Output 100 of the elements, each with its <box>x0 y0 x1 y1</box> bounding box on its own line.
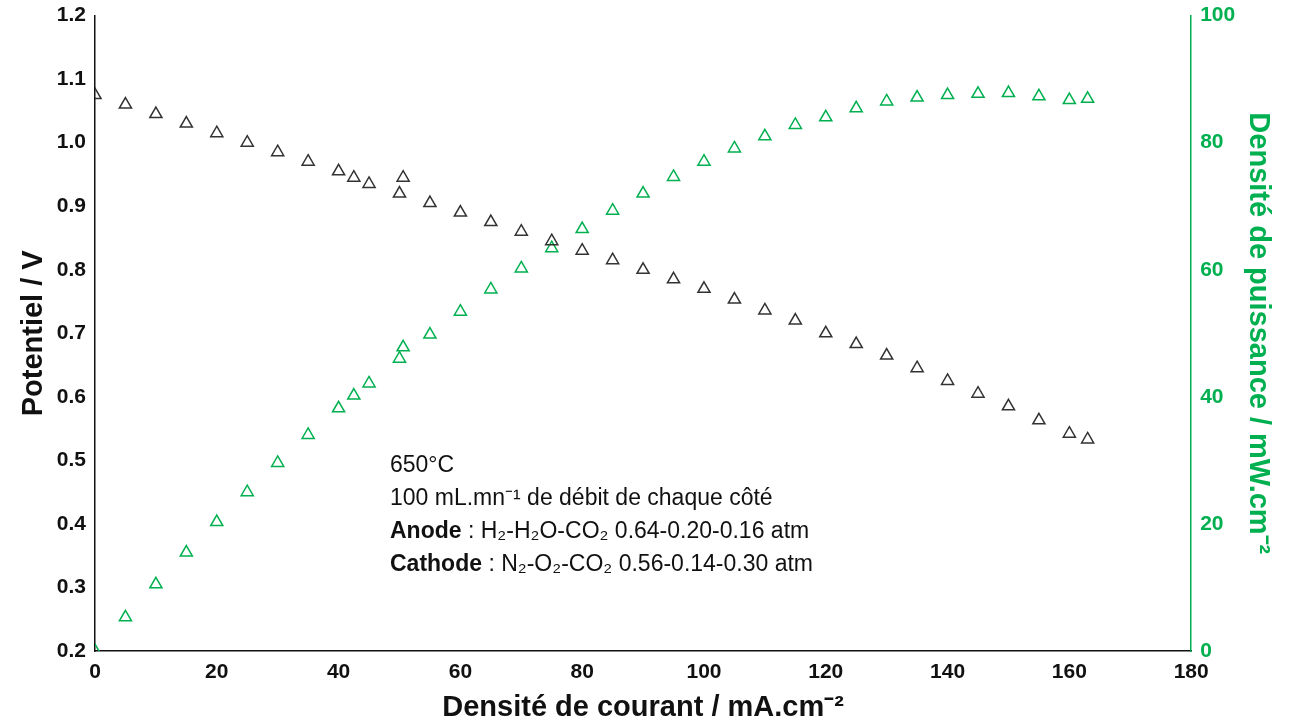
point <box>484 214 498 227</box>
point <box>727 140 742 153</box>
point <box>514 223 529 236</box>
point <box>727 291 742 304</box>
x-tick-label: 60 <box>448 659 473 683</box>
point <box>270 144 285 157</box>
y-tick-label: 1.0 <box>56 129 86 153</box>
point <box>396 169 410 182</box>
x-tick-label: 140 <box>930 659 966 683</box>
point <box>1080 91 1095 104</box>
x-axis-title: Densité de courant / mA.cm⁻² <box>442 689 845 722</box>
point <box>697 153 711 166</box>
point <box>758 302 772 315</box>
point <box>666 169 681 182</box>
y2-tick-label: 100 <box>1200 2 1236 26</box>
point <box>666 271 681 284</box>
point <box>575 221 589 234</box>
annotation: Anode : H₂-H₂O-CO₂ 0.64-0.20-0.16 atm <box>390 516 811 545</box>
point <box>788 312 803 325</box>
point <box>1001 85 1016 98</box>
x-tick-label: 160 <box>1051 659 1087 683</box>
point <box>818 325 833 338</box>
point <box>910 360 924 373</box>
point <box>331 163 346 176</box>
y2-tick-label: 0 <box>1200 637 1212 661</box>
point <box>1032 412 1046 425</box>
point <box>1062 425 1077 438</box>
point <box>209 125 224 138</box>
point <box>1001 398 1016 411</box>
y-axis-title: Potentiel / V <box>16 249 49 417</box>
point <box>758 128 772 141</box>
y-tick-label: 0.8 <box>56 256 87 280</box>
x-tick-label: 20 <box>205 659 229 683</box>
annotation: Cathode : N₂-O₂-CO₂ 0.56-0.14-0.30 atm <box>390 549 814 578</box>
x-tick-label: 80 <box>570 659 594 683</box>
y2-axis-title: Densité de puissance / mW.cm⁻² <box>1243 112 1276 555</box>
point <box>301 427 315 440</box>
y2-tick-label: 40 <box>1200 383 1224 407</box>
y2-tick-label: 20 <box>1200 510 1224 534</box>
annotation: 650°C <box>390 450 456 479</box>
point <box>209 514 224 527</box>
y-tick-label: 0.6 <box>56 383 86 407</box>
point <box>392 350 407 363</box>
point <box>118 609 133 622</box>
point <box>453 204 468 217</box>
point <box>636 185 650 198</box>
point <box>240 484 255 497</box>
point <box>1080 431 1095 444</box>
point <box>1062 92 1077 105</box>
point <box>484 281 498 294</box>
y-tick-label: 0.4 <box>56 510 87 534</box>
point <box>179 115 194 128</box>
point <box>879 347 894 360</box>
point <box>301 153 315 166</box>
point <box>423 195 437 208</box>
point <box>849 336 864 349</box>
y-tick-label: 0.9 <box>56 193 86 217</box>
point <box>347 387 361 400</box>
point <box>940 373 955 386</box>
point <box>270 455 285 468</box>
y-tick-label: 0.3 <box>56 574 86 598</box>
y2-tick-label: 60 <box>1200 256 1224 280</box>
y-tick-label: 0.5 <box>56 447 87 471</box>
x-tick-label: 100 <box>686 659 722 683</box>
point <box>697 281 711 294</box>
point <box>149 106 163 119</box>
point <box>940 87 955 100</box>
point <box>605 252 620 265</box>
x-tick-label: 0 <box>89 659 101 683</box>
point <box>423 326 437 339</box>
point <box>396 339 410 352</box>
point <box>362 176 376 189</box>
point <box>362 375 376 388</box>
point <box>118 96 133 109</box>
point <box>331 400 346 413</box>
point <box>971 86 985 98</box>
point <box>514 260 529 273</box>
point <box>544 233 559 246</box>
y-tick-label: 0.2 <box>56 637 86 661</box>
point <box>818 109 833 122</box>
point <box>605 202 620 215</box>
point <box>910 89 924 102</box>
point <box>575 242 589 255</box>
x-tick-label: 180 <box>1173 659 1209 683</box>
y-tick-label: 1.2 <box>56 2 86 26</box>
x-tick-label: 120 <box>808 659 844 683</box>
point <box>879 93 894 106</box>
point <box>149 576 163 589</box>
point <box>179 544 194 557</box>
point <box>849 100 864 113</box>
y-tick-label: 1.1 <box>56 65 87 89</box>
point <box>453 303 468 316</box>
y2-tick-label: 80 <box>1200 129 1224 153</box>
point <box>788 117 803 130</box>
point <box>971 385 985 398</box>
point <box>544 240 559 253</box>
point <box>636 262 650 275</box>
point <box>392 185 407 198</box>
point <box>240 134 255 147</box>
point <box>1032 88 1046 101</box>
